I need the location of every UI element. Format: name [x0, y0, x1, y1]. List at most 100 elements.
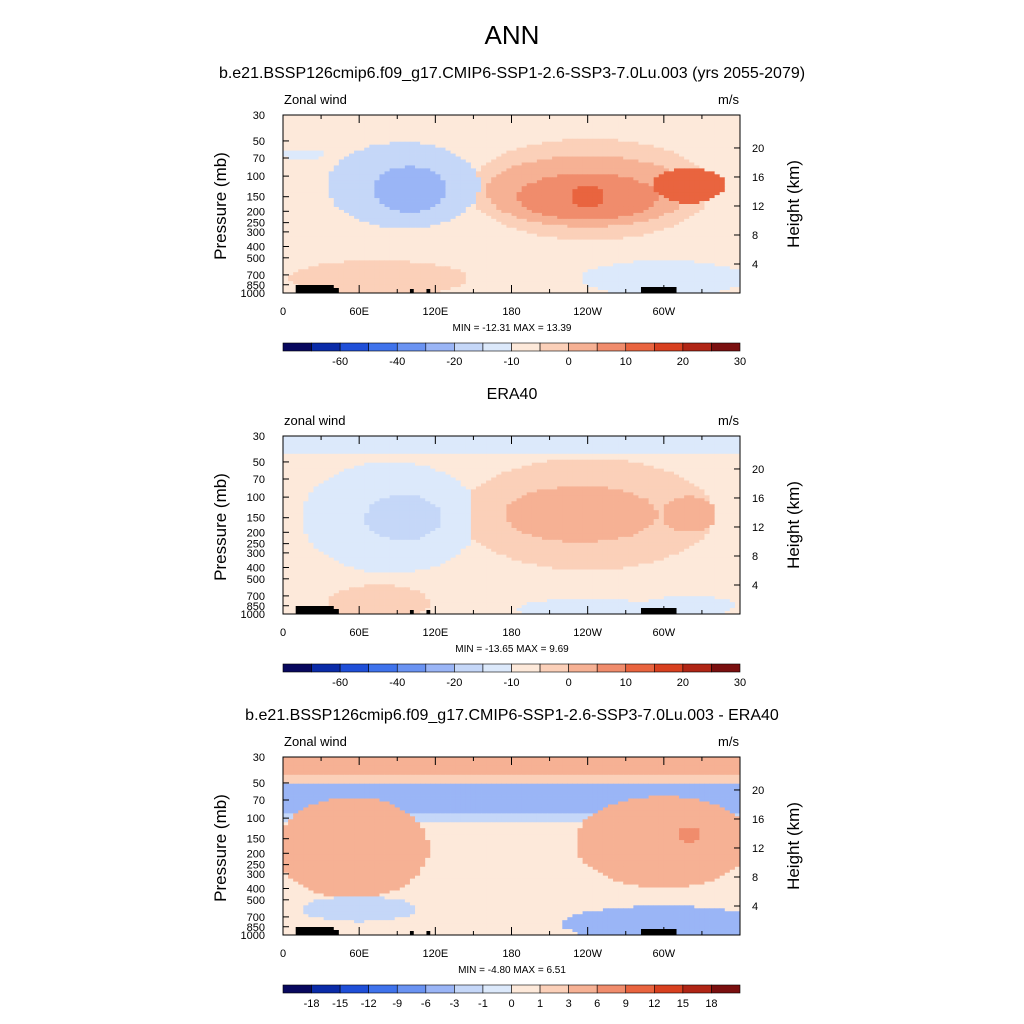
colorbar-label: -20: [446, 356, 462, 368]
x-tick-label: 120E: [422, 306, 448, 318]
colorbar-swatch: [711, 984, 741, 994]
y-tick-label: 850: [247, 922, 265, 934]
colorbar-label: 0: [566, 677, 572, 689]
colorbar-swatch: [425, 663, 455, 673]
colorbar-swatch: [482, 663, 512, 673]
y-tick-label: 30: [253, 752, 265, 764]
colorbar-swatch: [282, 342, 312, 352]
y-tick-label: 1000: [241, 930, 265, 942]
panel-left-label: Zonal wind: [284, 734, 347, 749]
colorbar-label: -10: [504, 356, 520, 368]
y2-tick-label: 20: [752, 143, 764, 155]
colorbar-swatch: [539, 984, 569, 994]
y-tick-label: 250: [247, 218, 265, 230]
x-tick-label: 120W: [573, 627, 602, 639]
y2-tick-label: 20: [752, 785, 764, 797]
contour-field: [283, 757, 741, 936]
colorbar-swatch: [596, 663, 627, 673]
colorbar-swatch: [482, 984, 512, 994]
colorbar-swatch: [454, 984, 484, 994]
x-tick-label: 60E: [349, 306, 369, 318]
y-tick-label: 850: [247, 280, 265, 292]
colorbar-swatch: [682, 663, 712, 673]
y2-axis-title: Height (km): [784, 160, 803, 248]
colorbar-swatch: [339, 663, 369, 673]
colorbar-swatch: [282, 663, 312, 673]
colorbar-label: -60: [332, 677, 348, 689]
colorbar-label: 0: [566, 356, 572, 368]
x-tick-label: 0: [280, 948, 286, 960]
y-tick-label: 30: [253, 431, 265, 443]
y-tick-label: 50: [253, 457, 265, 469]
colorbar-swatch: [596, 342, 627, 352]
y-tick-label: 400: [247, 883, 265, 895]
x-tick-label: 180: [502, 948, 520, 960]
min-max-stats: MIN = -4.80 MAX = 6.51: [458, 965, 566, 976]
y-tick-label: 700: [247, 591, 265, 603]
colorbar-label: -12: [361, 998, 377, 1010]
y2-tick-label: 12: [752, 843, 764, 855]
x-tick-label: 60W: [653, 948, 676, 960]
y-tick-label: 100: [247, 813, 265, 825]
y-tick-label: 300: [247, 548, 265, 560]
panel-title: b.e21.BSSP126cmip6.f09_g17.CMIP6-SSP1-2.…: [245, 707, 779, 724]
x-axis: 0 60E 120E 180 120W 60W: [280, 436, 741, 639]
panels: b.e21.BSSP126cmip6.f09_g17.CMIP6-SSP1-2.…: [211, 65, 805, 1010]
colorbar-swatch: [654, 342, 684, 352]
colorbar-swatch: [425, 984, 455, 994]
y2-tick-label: 20: [752, 464, 764, 476]
colorbar-swatch: [654, 663, 684, 673]
colorbar-label: -15: [332, 998, 348, 1010]
colorbar-swatch: [511, 342, 541, 352]
y2-tick-label: 12: [752, 201, 764, 213]
y-tick-label: 70: [253, 795, 265, 807]
y2-tick-label: 16: [752, 814, 764, 826]
y-axis-height: 20 16 12 8 4 Height (km): [734, 143, 803, 271]
x-tick-label: 180: [502, 627, 520, 639]
colorbar-swatch: [711, 663, 741, 673]
colorbar-label: 20: [677, 356, 689, 368]
y-tick-label: 100: [247, 492, 265, 504]
topography: [295, 927, 677, 935]
colorbar-swatch: [711, 342, 741, 352]
colorbar-swatch: [625, 342, 655, 352]
colorbar-label: -3: [449, 998, 459, 1010]
colorbar-label: 10: [620, 677, 632, 689]
y2-tick-label: 12: [752, 522, 764, 534]
colorbar: -60 -40 -20 -10 0 10 20 30: [282, 342, 746, 368]
y-tick-label: 400: [247, 241, 265, 253]
min-max-stats: MIN = -12.31 MAX = 13.39: [453, 323, 572, 334]
y-tick-label: 400: [247, 562, 265, 574]
colorbar-label: -60: [332, 356, 348, 368]
colorbar-swatch: [396, 984, 427, 994]
colorbar-label: 1: [537, 998, 543, 1010]
x-tick-label: 60E: [349, 627, 369, 639]
colorbar-label: -9: [392, 998, 402, 1010]
colorbar-swatch: [511, 984, 541, 994]
y-tick-label: 1000: [241, 609, 265, 621]
topography: [295, 285, 677, 293]
y2-tick-label: 4: [752, 901, 758, 913]
y2-tick-label: 4: [752, 259, 758, 271]
colorbar-swatch: [454, 342, 484, 352]
colorbar-swatch: [368, 342, 398, 352]
colorbar-swatch: [482, 342, 512, 352]
colorbar-swatch: [511, 663, 541, 673]
colorbar-swatch: [425, 342, 455, 352]
y-tick-label: 300: [247, 227, 265, 239]
colorbar-label: 10: [620, 356, 632, 368]
colorbar-label: -40: [389, 356, 405, 368]
colorbar-swatch: [539, 663, 569, 673]
y-tick-label: 100: [247, 171, 265, 183]
x-axis: 0 60E 120E 180 120W 60W: [280, 115, 741, 318]
colorbar-label: -20: [446, 677, 462, 689]
y-tick-label: 250: [247, 860, 265, 872]
colorbar-label: 20: [677, 677, 689, 689]
y-tick-label: 500: [247, 574, 265, 586]
chart-panel-3: b.e21.BSSP126cmip6.f09_g17.CMIP6-SSP1-2.…: [211, 707, 803, 1010]
colorbar-swatch: [396, 663, 427, 673]
